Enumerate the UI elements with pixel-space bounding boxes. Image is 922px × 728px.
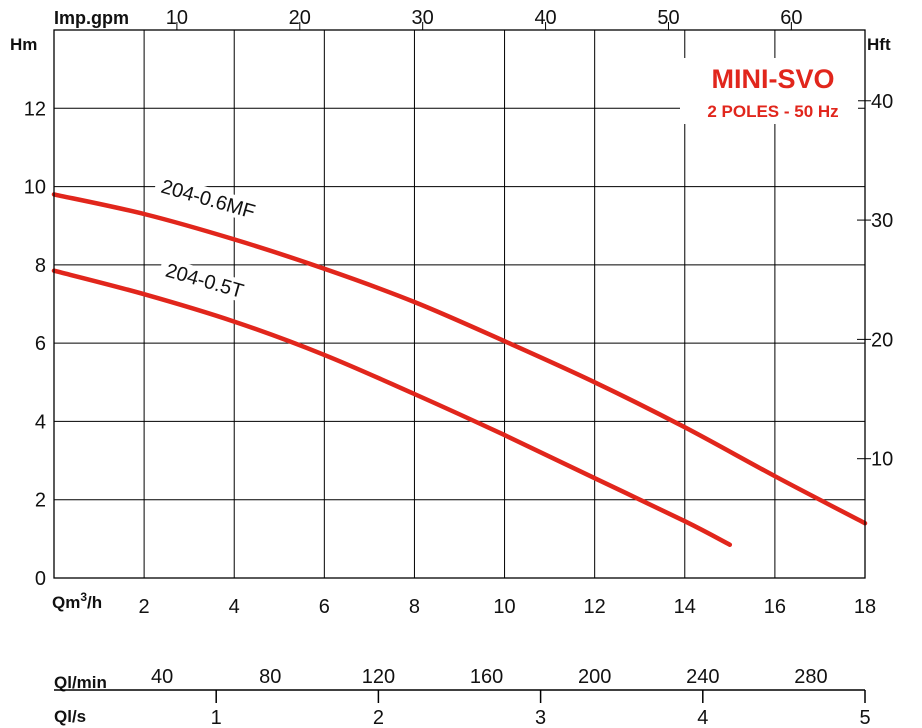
- curve-label: 204-0.6MF: [158, 176, 257, 224]
- tick-labels: 2 4 6 8 10 12 14 16 18 0 2 4 6 8 10 12 10 20 30 40 50 60: [24, 7, 876, 618]
- y-tick-label: 8: [35, 255, 46, 277]
- right-axis-ticks: 10 20 30 40: [857, 91, 893, 471]
- y2-axis-label: Hft: [867, 35, 891, 54]
- top-axis-tick-label: 10: [166, 7, 188, 29]
- x-tick-label: 12: [584, 596, 606, 618]
- pump-curves: 204-0.6MF 204-0.5T: [51, 173, 868, 547]
- lmin-tick-label: 40: [151, 666, 173, 688]
- lmin-tick-label: 80: [259, 666, 281, 688]
- lmin-tick-label: 240: [686, 666, 719, 688]
- ls-tick-label: 3: [535, 707, 546, 728]
- x-tick-label: 6: [319, 596, 330, 618]
- lmin-tick-label: 120: [362, 666, 395, 688]
- top-axis-tick-label: 30: [412, 7, 434, 29]
- ls-tick-label: 2: [373, 707, 384, 728]
- axis-labels: Hm Hft Imp.gpm Qm3/h Ql/min Ql/s: [10, 8, 891, 726]
- x-tick-label: 2: [139, 596, 150, 618]
- top-axis-tick-label: 40: [534, 7, 556, 29]
- y2-tick-label: 40: [871, 91, 893, 113]
- lmin-tick-label: 160: [470, 666, 503, 688]
- x-axis-label-superscript: 3: [80, 590, 87, 604]
- x-tick-label: 4: [229, 596, 240, 618]
- lmin-axis-label: Ql/min: [54, 673, 107, 692]
- plot-frame: [53, 29, 866, 579]
- x-axis-label-unit: /h: [87, 593, 102, 612]
- y-tick-label: 10: [24, 177, 46, 199]
- ls-tick-label: 1: [211, 707, 222, 728]
- ls-tick-label: 4: [697, 707, 708, 728]
- x-tick-label: 10: [493, 596, 515, 618]
- ls-axis-label: Ql/s: [54, 707, 86, 726]
- y-tick-label: 2: [35, 490, 46, 512]
- x-axis-label: Qm3/h: [52, 590, 102, 612]
- y-tick-label: 4: [35, 411, 46, 433]
- y2-tick-label: 10: [871, 449, 893, 471]
- x-tick-label: 8: [409, 596, 420, 618]
- y-tick-label: 0: [35, 568, 46, 590]
- top-axis-tick-label: 20: [289, 7, 311, 29]
- top-axis-tick-label: 50: [657, 7, 679, 29]
- curve-label-background: [152, 173, 275, 228]
- flow-conversion-scale: 40 80 120 160 200 240 280 1 2 3 4 5: [54, 666, 871, 728]
- curve-204-0.6MF: [51, 192, 868, 526]
- y-tick-label: 12: [24, 98, 46, 120]
- chart-title-box: MINI-SVO 2 POLES - 50 Hz: [680, 58, 858, 124]
- chart-subtitle: 2 POLES - 50 Hz: [707, 102, 838, 121]
- x-tick-label: 16: [764, 596, 786, 618]
- top-axis-label: Imp.gpm: [54, 8, 129, 28]
- y2-tick-label: 20: [871, 329, 893, 351]
- x-tick-label: 18: [854, 596, 876, 618]
- lmin-tick-label: 200: [578, 666, 611, 688]
- y-axis-label: Hm: [10, 35, 37, 54]
- top-axis-tick-label: 60: [780, 7, 802, 29]
- curve-204-0.5T: [51, 268, 733, 547]
- x-tick-label: 14: [674, 596, 696, 618]
- y-tick-label: 6: [35, 333, 46, 355]
- title-background: [680, 58, 858, 124]
- lmin-tick-label: 280: [794, 666, 827, 688]
- x-axis-label-main: Qm: [52, 593, 80, 612]
- ls-tick-label: 5: [859, 707, 870, 728]
- curve-label-background: [157, 257, 279, 312]
- y2-tick-label: 30: [871, 210, 893, 232]
- chart-title: MINI-SVO: [711, 64, 834, 94]
- curve-label: 204-0.5T: [163, 260, 246, 303]
